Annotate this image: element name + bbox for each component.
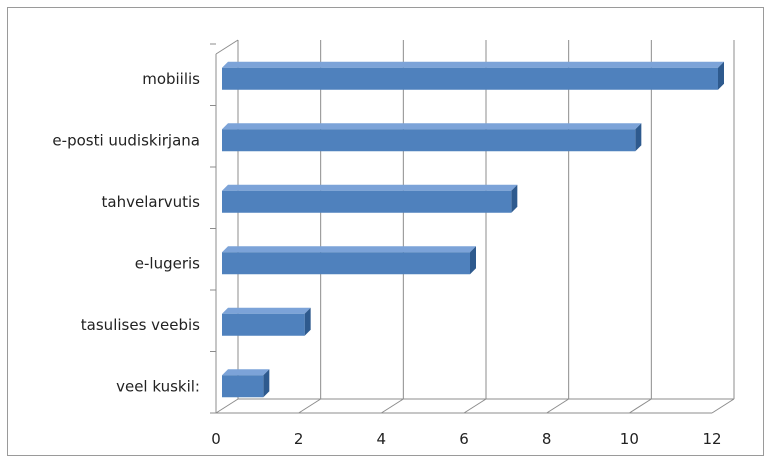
bar-top-1 — [222, 123, 642, 130]
bar-1 — [222, 129, 636, 152]
bar-side-3 — [470, 246, 476, 275]
x-tick-label-2: 2 — [294, 430, 304, 448]
bar-top-2 — [222, 184, 518, 191]
bar-top-3 — [222, 246, 476, 253]
x-tick-label-8: 8 — [542, 430, 552, 448]
category-label-2: tahvelarvutis — [102, 193, 201, 211]
bar-3 — [222, 252, 470, 275]
x-tick-label-6: 6 — [459, 430, 469, 448]
floor-gridline-6 — [463, 398, 487, 414]
bar-top-4 — [222, 307, 311, 314]
bar-5 — [222, 375, 264, 398]
floor-gridline-12 — [711, 398, 735, 414]
category-label-5: veel kuskil: — [116, 377, 200, 395]
floor-gridline-10 — [629, 398, 652, 414]
x-tick-label-4: 4 — [377, 430, 387, 448]
x-tick-label-10: 10 — [620, 430, 639, 448]
category-label-4: tasulises veebis — [81, 316, 200, 334]
bar-side-0 — [718, 61, 724, 90]
bar-2 — [222, 190, 512, 213]
left-wall-top-edge — [215, 39, 239, 55]
bar-side-5 — [263, 369, 270, 398]
floor-gridline-2 — [298, 398, 321, 414]
category-label-3: e-lugeris — [135, 254, 200, 272]
bar-side-4 — [304, 307, 311, 336]
bar-top-0 — [222, 61, 724, 68]
bar-top-5 — [222, 369, 270, 376]
bar-4 — [222, 313, 305, 336]
floor-gridline-0 — [215, 398, 239, 414]
category-label-0: mobiilis — [142, 70, 200, 88]
x-tick-label-12: 12 — [702, 430, 721, 448]
bar-side-1 — [635, 123, 642, 152]
bar-0 — [222, 67, 718, 90]
category-label-1: e-posti uudiskirjana — [52, 131, 200, 149]
floor-gridline-8 — [546, 398, 569, 414]
x-tick-label-0: 0 — [211, 430, 221, 448]
floor-gridline-4 — [381, 398, 404, 414]
bar-side-2 — [511, 184, 518, 213]
